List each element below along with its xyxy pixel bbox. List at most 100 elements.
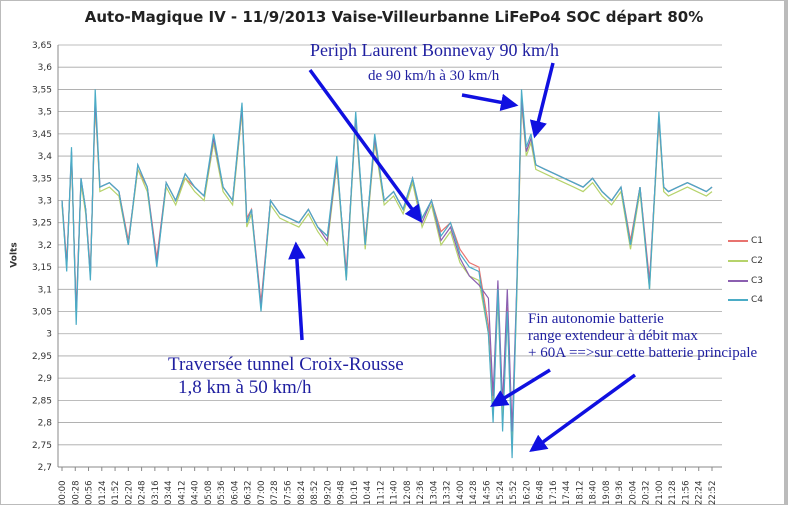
y-tick-label: 3,5 [38, 108, 52, 118]
x-tick-label: 08:24 [297, 481, 307, 506]
y-tick-label: 3,55 [32, 85, 52, 95]
x-tick-label: 06:04 [230, 481, 240, 506]
x-tick-label: 15:52 [509, 481, 519, 506]
y-tick-label: 2,7 [38, 463, 52, 473]
x-tick-label: 09:20 [323, 481, 333, 506]
annotation-fin-autonomie: Fin autonomie batterie range extendeur à… [528, 311, 757, 362]
annotation-speed: de 90 km/h à 30 km/h [368, 68, 500, 84]
legend-label: C4 [751, 295, 764, 305]
y-tick-label: 3,05 [32, 308, 52, 318]
x-tick-label: 05:36 [217, 481, 227, 506]
y-tick-label: 2,75 [32, 441, 52, 451]
x-tick-label: 14:00 [456, 481, 466, 506]
annotation-line: Fin autonomie batterie [528, 311, 664, 327]
y-tick-label: 3,2 [38, 241, 52, 251]
x-tick-label: 10:16 [350, 481, 360, 506]
x-tick-label: 17:44 [562, 481, 572, 506]
annotation-arrow [529, 373, 637, 453]
x-tick-label: 02:48 [138, 481, 148, 506]
legend-swatch [728, 280, 748, 282]
annotation-arrow [288, 241, 306, 341]
x-tick-label: 12:36 [416, 481, 426, 506]
y-tick-label: 2,95 [32, 352, 52, 362]
x-tick-label: 07:56 [284, 481, 294, 506]
x-tick-label: 14:56 [482, 481, 492, 506]
y-tick-label: 3,1 [38, 285, 52, 295]
y-tick-label: 3,6 [38, 63, 53, 73]
x-tick-label: 15:24 [496, 481, 506, 506]
x-tick-label: 00:00 [58, 481, 68, 506]
legend-item-c1: C1 [728, 236, 763, 246]
annotation-line: range extendeur à débit max [528, 328, 698, 344]
annotation-periph: Periph Laurent Bonnevay 90 km/h [310, 40, 559, 60]
x-tick-label: 01:52 [111, 481, 121, 506]
legend-item-c3: C3 [728, 276, 763, 286]
x-tick-label: 11:12 [376, 481, 386, 506]
series-line-c2 [61, 102, 713, 445]
legend-item-c4: C4 [728, 295, 763, 305]
legend-swatch [728, 299, 748, 301]
chart-title: Auto-Magique IV - 11/9/2013 Vaise-Villeu… [84, 8, 704, 26]
x-tick-label: 18:12 [575, 481, 585, 506]
legend-label: C3 [751, 276, 764, 286]
y-tick-label: 3,4 [38, 152, 53, 162]
annotation-line: + 60A ==>sur cette batterie principale [528, 345, 758, 361]
legend-label: C2 [751, 256, 764, 266]
x-tick-label: 06:32 [244, 481, 254, 506]
x-tick-label: 12:08 [403, 481, 413, 506]
series-line-c3 [61, 98, 713, 432]
y-tick-label: 2,8 [38, 419, 53, 429]
series-line-c4 [61, 89, 713, 459]
x-tick-label: 18:40 [589, 481, 599, 506]
x-tick-label: 02:20 [124, 481, 134, 506]
annotation-arrow [529, 62, 555, 139]
x-tick-label: 13:04 [429, 481, 439, 506]
x-tick-label: 00:28 [71, 481, 81, 506]
x-tick-label: 20:04 [628, 481, 638, 506]
annotation-arrow [490, 368, 551, 407]
x-tick-label: 03:44 [164, 481, 174, 506]
y-tick-label: 3,45 [32, 130, 52, 140]
x-tick-label: 22:52 [708, 481, 718, 506]
x-tick-label: 04:40 [191, 481, 201, 506]
x-tick-label: 21:28 [668, 481, 678, 506]
legend-swatch [728, 260, 748, 262]
legend-label: C1 [751, 236, 764, 246]
x-tick-label: 11:40 [390, 481, 400, 506]
x-tick-label: 19:36 [615, 481, 625, 506]
x-tick-label: 22:24 [695, 481, 705, 506]
legend-item-c2: C2 [728, 256, 763, 266]
x-tick-label: 08:52 [310, 481, 320, 506]
x-tick-label: 07:00 [257, 481, 267, 506]
x-tick-label: 09:48 [337, 481, 347, 506]
x-tick-label: 14:28 [469, 481, 479, 506]
y-tick-label: 3,25 [32, 219, 52, 229]
y-tick-label: 3,65 [32, 41, 52, 51]
y-tick-label: 3,15 [32, 263, 52, 273]
y-tick-label: 2,9 [38, 374, 53, 384]
x-tick-label: 21:56 [681, 481, 691, 506]
y-tick-label: 3,35 [32, 174, 52, 184]
x-tick-label: 05:08 [204, 481, 214, 506]
annotation-tunnel-speed: 1,8 km à 50 km/h [178, 377, 312, 398]
x-tick-label: 10:44 [363, 481, 373, 506]
x-tick-label: 01:24 [98, 481, 108, 506]
annotation-arrow [308, 68, 423, 223]
legend-swatch [728, 240, 748, 242]
x-tick-label: 04:12 [177, 481, 187, 506]
x-tick-label: 00:56 [85, 481, 95, 506]
x-tick-label: 16:20 [522, 481, 532, 506]
x-tick-label: 21:00 [655, 481, 665, 506]
y-tick-label: 3 [46, 330, 52, 340]
x-tick-label: 17:16 [549, 481, 559, 506]
x-tick-label: 16:48 [536, 481, 546, 506]
y-tick-label: 2,85 [32, 396, 52, 406]
x-tick-label: 13:32 [443, 481, 453, 506]
x-tick-label: 07:28 [270, 481, 280, 506]
x-tick-label: 20:32 [642, 481, 652, 506]
annotation-arrow [461, 93, 519, 112]
x-tick-label: 03:16 [151, 481, 161, 506]
y-tick-label: 3,3 [38, 196, 52, 206]
